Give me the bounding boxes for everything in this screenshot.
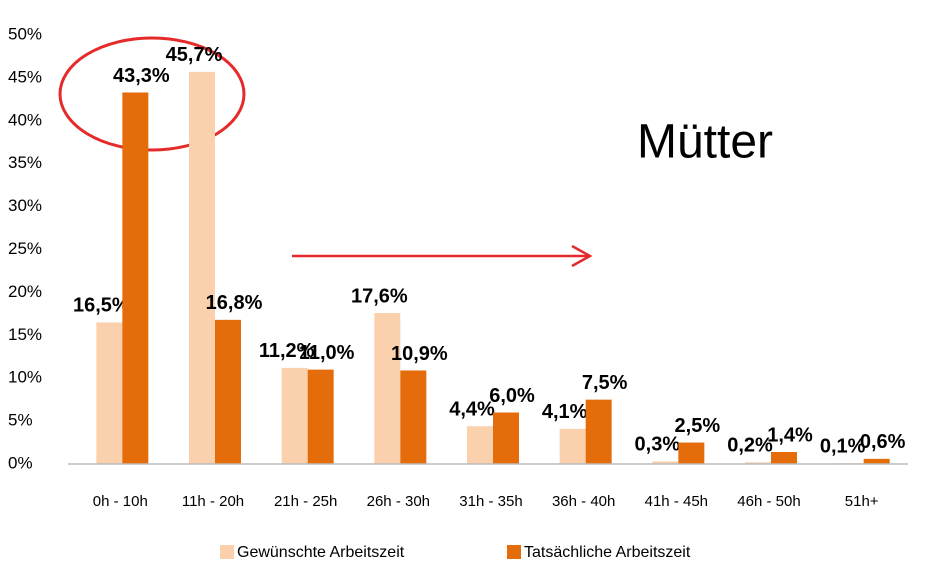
value-label: 0,1% [820,435,866,457]
value-label: 1,4% [767,424,813,446]
value-label: 16,5% [73,295,130,317]
annotation: Mütter [637,116,773,169]
bar [281,367,308,464]
x-tick-label: 21h - 25h [274,493,337,510]
bar [863,458,890,464]
bar [493,412,519,464]
bar [652,461,679,464]
y-tick-label: 30% [8,196,42,215]
x-tick-label: 26h - 30h [367,493,430,510]
bar [559,428,586,464]
x-tick-label: 11h - 20h [182,493,244,510]
bar [96,322,123,464]
y-tick-label: 25% [8,239,42,258]
y-tick-label: 0% [8,453,33,472]
x-tick-label: 46h - 50h [737,493,800,510]
y-tick-label: 10% [8,368,42,387]
y-tick-label: 15% [8,325,42,344]
legend-label: Tatsächliche Arbeitszeit [524,544,691,561]
bar [215,319,241,464]
value-label: 4,4% [449,399,495,421]
bar [374,312,401,464]
value-label: 0,3% [635,434,681,456]
legend-label: Gewünschte Arbeitszeit [237,544,405,561]
bar [122,92,149,465]
legend-swatch [220,545,234,559]
legend-swatch [507,545,521,559]
value-label: 11,0% [299,342,355,364]
value-label: 16,8% [206,292,263,314]
x-tick-label: 51h+ [845,493,879,510]
x-tick-label: 41h - 45h [645,493,708,510]
value-label: 11,2% [259,340,315,362]
value-label: 2,5% [675,415,721,437]
bar [771,451,797,464]
value-label: 43,3% [113,65,170,87]
value-label: 7,5% [582,372,628,394]
x-tick-label: 31h - 35h [459,493,522,510]
arrow-head [571,244,593,268]
y-tick-label: 5% [8,411,33,430]
bar [585,399,612,464]
value-label: 17,6% [351,285,408,307]
highlight-ellipse [58,36,246,152]
value-label: 0,2% [727,435,773,457]
x-tick-label: 36h - 40h [552,493,615,510]
y-tick-label: 40% [8,110,42,129]
y-tick-label: 45% [8,67,42,86]
value-label: 45,7% [166,44,223,66]
bar [678,442,705,464]
y-tick-label: 20% [8,282,42,301]
y-tick-label: 35% [8,153,42,172]
bar [400,370,427,464]
value-label: 4,1% [542,401,588,423]
bar [467,426,493,464]
x-tick-label: 0h - 10h [93,493,148,510]
bar [745,462,771,464]
value-label: 6,0% [489,385,535,407]
bar [189,71,215,465]
value-label: 0,6% [860,431,906,453]
value-label: 10,9% [391,343,448,365]
y-tick-label: 50% [8,24,42,43]
bar [307,369,334,464]
